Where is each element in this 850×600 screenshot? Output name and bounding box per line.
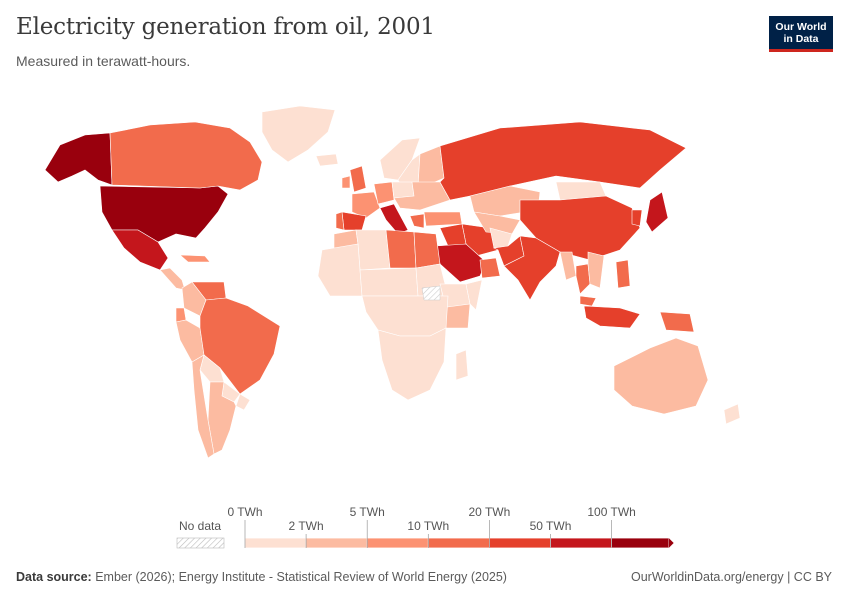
region-germany[interactable]	[373, 181, 395, 205]
region-uk[interactable]	[349, 165, 367, 193]
region-philippines[interactable]	[615, 259, 631, 289]
chart-subtitle: Measured in terawatt-hours.	[16, 53, 191, 69]
legend-bin-4	[488, 537, 551, 549]
footer-source: Data source: Ember (2026); Energy Instit…	[16, 570, 507, 584]
region-france[interactable]	[351, 191, 381, 219]
region-no-data	[421, 285, 441, 301]
region-portugal[interactable]	[335, 211, 345, 231]
legend-bottom-label-0: 2 TWh	[289, 519, 324, 533]
region-myanmar[interactable]	[559, 251, 577, 281]
region-caribbean[interactable]	[179, 254, 211, 263]
legend-no-data-label: No data	[179, 519, 221, 533]
chart-title: Electricity generation from oil, 2001	[16, 14, 435, 40]
legend-bottom-label-1: 10 TWh	[407, 519, 449, 533]
region-mexico[interactable]	[111, 229, 169, 271]
region-greenland[interactable]	[261, 105, 336, 163]
region-malaysia[interactable]	[579, 295, 597, 307]
legend-bottom-labels: 2 TWh 10 TWh 50 TWh	[289, 519, 572, 548]
legend-bottom-label-2: 50 TWh	[530, 519, 572, 533]
map-regions	[44, 105, 741, 459]
region-brazil[interactable]	[199, 297, 281, 395]
owid-logo[interactable]: Our World in Data	[769, 16, 833, 52]
legend-bin-1	[305, 537, 368, 549]
legend-no-data-swatch	[176, 537, 225, 549]
source-label: Data source:	[16, 570, 92, 584]
region-poland[interactable]	[391, 181, 415, 199]
region-indochina[interactable]	[587, 251, 605, 289]
legend-top-label-0: 0 TWh	[227, 505, 262, 519]
region-canada[interactable]	[109, 121, 263, 191]
region-turkey[interactable]	[423, 211, 463, 227]
region-indonesia[interactable]	[583, 305, 641, 329]
region-australia[interactable]	[613, 337, 709, 415]
region-gulf-states[interactable]	[479, 257, 501, 279]
region-central-america[interactable]	[159, 267, 186, 291]
region-algeria[interactable]	[355, 229, 391, 271]
footer-link[interactable]: OurWorldinData.org/energy | CC BY	[630, 570, 832, 584]
legend-bin-5	[550, 537, 612, 549]
region-iceland[interactable]	[315, 153, 339, 167]
region-finland[interactable]	[417, 145, 445, 187]
legend-top-label-3: 100 TWh	[587, 505, 635, 519]
legend-top-labels: 0 TWh 5 TWh 20 TWh 100 TWh	[227, 505, 636, 548]
region-thailand[interactable]	[575, 263, 591, 295]
region-japan[interactable]	[645, 191, 669, 233]
legend-bins	[244, 537, 674, 549]
region-new-zealand[interactable]	[723, 403, 741, 425]
legend-bin-3	[427, 537, 490, 549]
region-papua[interactable]	[659, 311, 695, 333]
legend-bin-2	[366, 537, 429, 549]
region-horn-of-africa[interactable]	[465, 279, 483, 311]
region-sahel[interactable]	[359, 267, 419, 297]
source-text: Ember (2026); Energy Institute - Statist…	[95, 570, 507, 584]
region-uruguay[interactable]	[235, 393, 251, 411]
legend: No data 0 TWh 5 TWh 20 TWh 100 TWh 2 TWh 10 …	[176, 505, 674, 549]
legend-top-label-1: 5 TWh	[350, 505, 385, 519]
region-central-asia[interactable]	[473, 211, 521, 235]
region-korea[interactable]	[631, 209, 643, 227]
region-ecuador[interactable]	[175, 307, 187, 323]
region-ireland[interactable]	[341, 175, 351, 189]
region-iraq[interactable]	[439, 223, 467, 247]
region-west-africa[interactable]	[317, 243, 363, 297]
world-map	[44, 105, 741, 459]
region-china[interactable]	[519, 195, 641, 261]
region-india[interactable]	[503, 235, 561, 301]
region-alaska[interactable]	[44, 132, 113, 186]
region-central-africa[interactable]	[361, 295, 449, 337]
logo-line-2: in Data	[783, 33, 819, 45]
region-libya[interactable]	[385, 229, 417, 269]
legend-arrow-tip	[668, 538, 674, 548]
region-southern-africa[interactable]	[377, 327, 447, 401]
region-madagascar[interactable]	[455, 349, 469, 381]
legend-top-label-2: 20 TWh	[469, 505, 511, 519]
logo-line-1: Our World	[775, 21, 827, 33]
region-chile[interactable]	[191, 354, 215, 459]
region-greece[interactable]	[409, 213, 425, 229]
legend-bin-0	[244, 537, 307, 549]
region-egypt[interactable]	[413, 231, 441, 269]
legend-bin-6	[611, 537, 670, 549]
